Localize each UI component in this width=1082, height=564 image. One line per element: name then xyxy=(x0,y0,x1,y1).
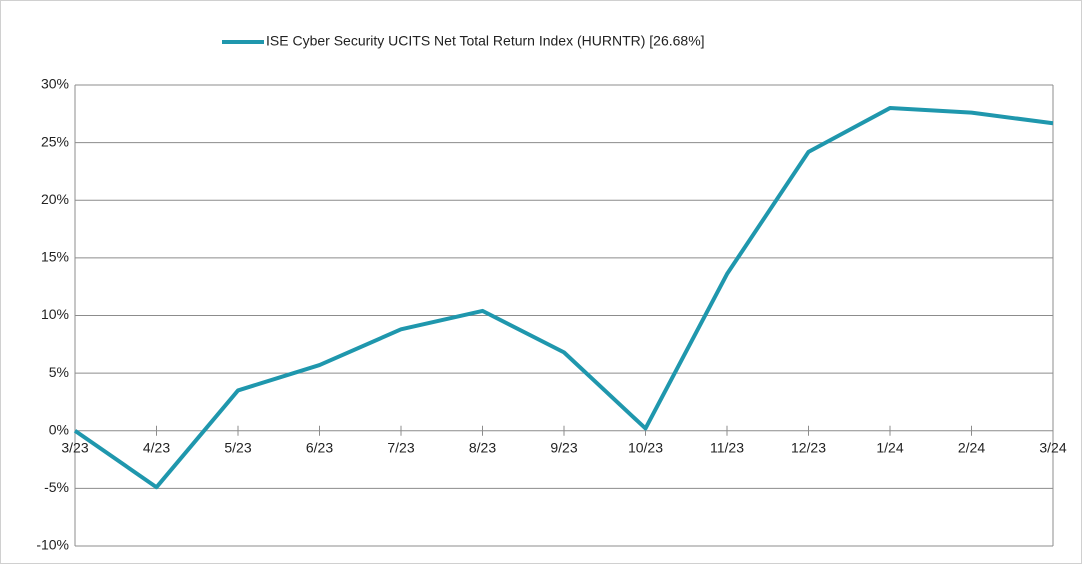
y-tick-label: 25% xyxy=(41,133,69,149)
x-tick-label: 7/23 xyxy=(387,439,414,455)
x-tick-label: 3/24 xyxy=(1039,439,1066,455)
x-tick-label: 12/23 xyxy=(791,439,826,455)
y-tick-label: 10% xyxy=(41,306,69,322)
y-tick-label: -5% xyxy=(44,479,69,495)
x-tick-label: 8/23 xyxy=(469,439,496,455)
x-tick-label: 3/23 xyxy=(61,439,88,455)
y-tick-label: 20% xyxy=(41,191,69,207)
y-tick-label: 5% xyxy=(49,364,69,380)
x-tick-label: 6/23 xyxy=(306,439,333,455)
x-tick-label: 11/23 xyxy=(710,439,744,455)
x-tick-label: 4/23 xyxy=(143,439,170,455)
y-tick-label: -10% xyxy=(36,537,69,553)
x-tick-label: 1/24 xyxy=(876,439,903,455)
x-tick-label: 5/23 xyxy=(224,439,251,455)
x-tick-label: 9/23 xyxy=(550,439,577,455)
y-tick-label: 15% xyxy=(41,249,69,265)
y-tick-label: 0% xyxy=(49,421,69,437)
series-line xyxy=(73,106,1054,490)
legend-label: ISE Cyber Security UCITS Net Total Retur… xyxy=(266,33,705,49)
x-tick-label: 2/24 xyxy=(958,439,985,455)
y-tick-label: 30% xyxy=(41,76,69,92)
x-tick-label: 10/23 xyxy=(628,439,663,455)
